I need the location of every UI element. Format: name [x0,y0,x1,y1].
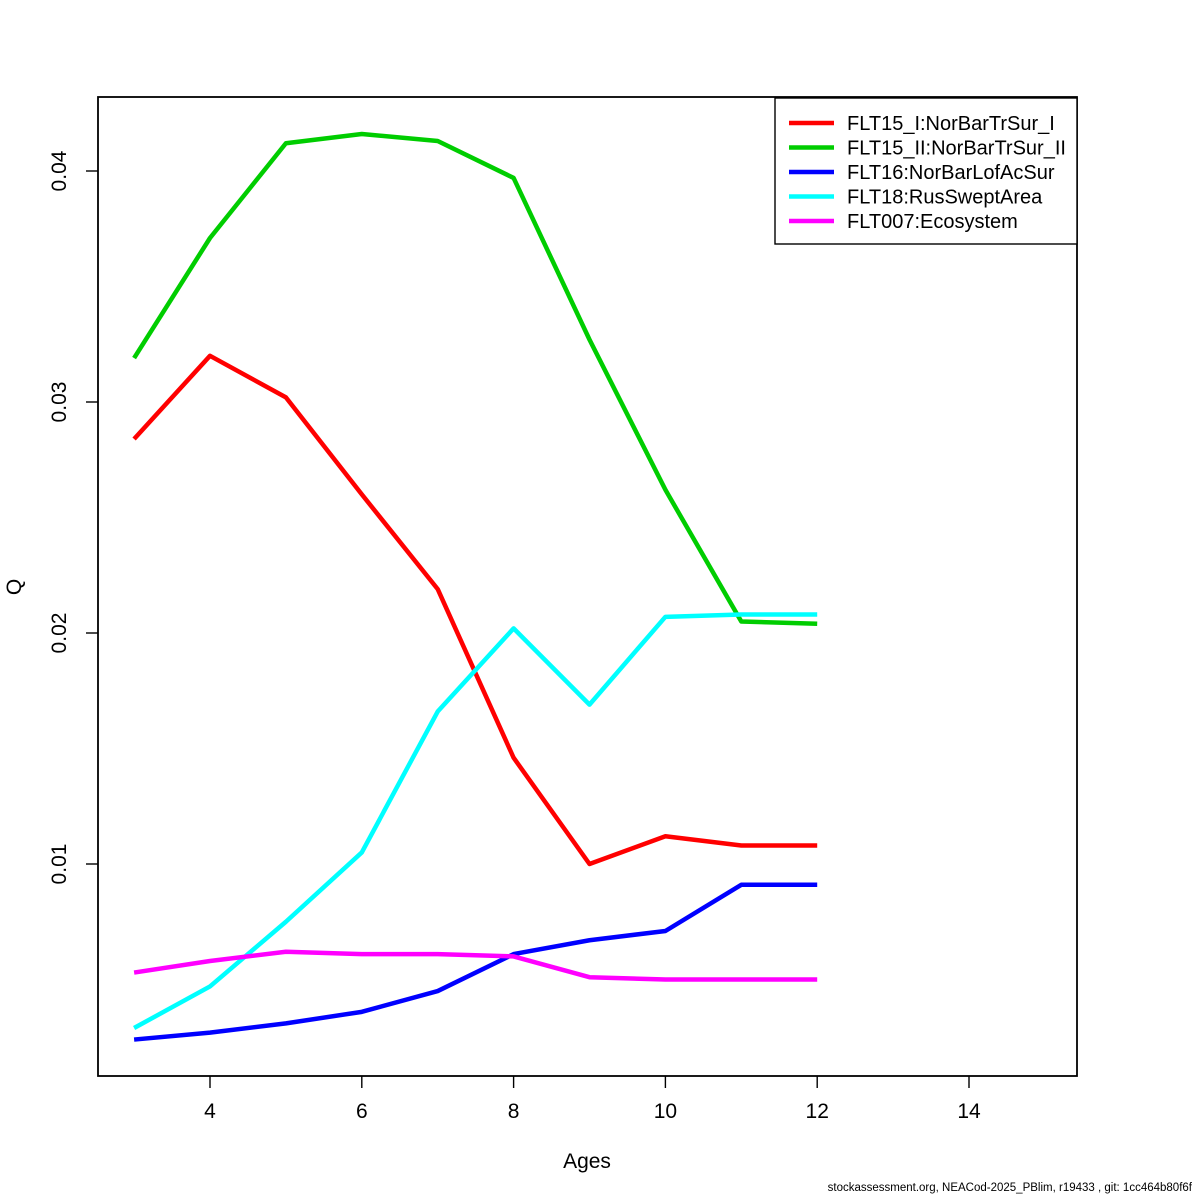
x-tick-label: 10 [654,1100,677,1123]
legend-entry: FLT15_I:NorBarTrSur_I [789,113,1055,135]
y-tick-label: 0.03 [48,382,71,423]
x-tick-label: 4 [204,1100,216,1123]
legend-entry: FLT15_II:NorBarTrSur_II [789,138,1066,160]
legend-entry: FLT007:Ecosystem [789,211,1018,233]
series-line-FLT18 [133,612,818,1030]
legend-label: FLT18:RusSweptArea [847,187,1043,209]
plot-border [97,96,1078,1077]
series-line-FLT007 [133,949,818,982]
x-axis-title: Ages [563,1150,611,1173]
legend-label: FLT15_II:NorBarTrSur_II [847,138,1066,160]
x-tick-label: 6 [356,1100,368,1123]
legend-label: FLT15_I:NorBarTrSur_I [847,113,1055,135]
y-tick-label: 0.02 [48,613,71,654]
footer-attribution: stockassessment.org, NEACod-2025_PBlim, … [827,1182,1192,1194]
series-line-FLT16 [133,882,818,1042]
series-layer [132,131,818,1042]
axes-layer: 4 6 8 10 12 14 0.01 0.02 0.03 0.04 [48,96,1078,1123]
x-tick-label: 8 [508,1100,520,1123]
y-axis-title: Q [3,579,26,595]
x-tick-label: 12 [806,1100,829,1123]
legend-entry: FLT16:NorBarLofAcSur [789,162,1055,184]
legend-label: FLT007:Ecosystem [847,211,1018,233]
x-tick-label: 14 [957,1100,981,1123]
series-line-FLT15_I [132,353,818,867]
legend-label: FLT16:NorBarLofAcSur [847,162,1055,184]
y-tick-label: 0.04 [48,150,71,191]
y-tick-label: 0.01 [48,844,71,885]
legend-layer: FLT15_I:NorBarTrSur_I FLT15_II:NorBarTrSu… [774,97,1078,245]
series-line-FLT15_II [132,131,818,627]
legend-entry: FLT18:RusSweptArea [789,187,1043,209]
